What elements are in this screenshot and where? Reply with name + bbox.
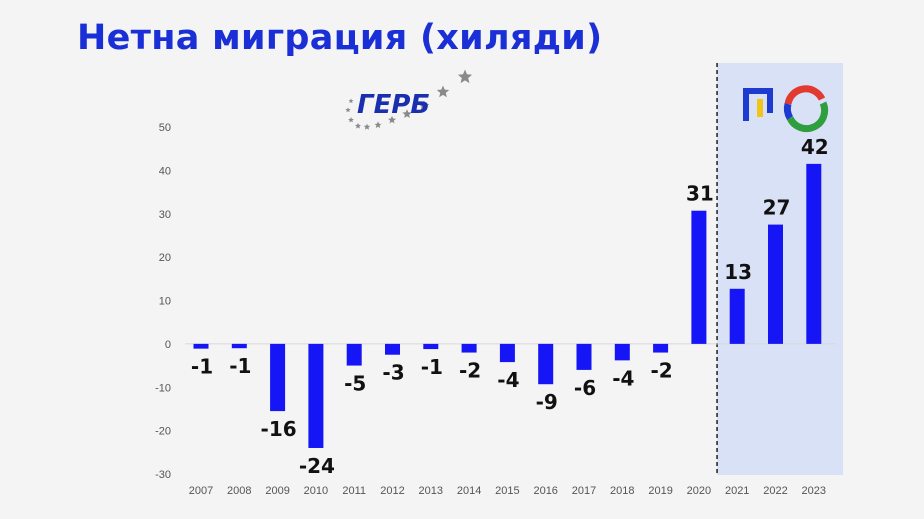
party-logo-left-text: ГЕРБ — [357, 90, 430, 120]
x-tick-label-2017: 2017 — [572, 485, 596, 497]
bar-2020 — [691, 210, 707, 344]
logo-yellow-mark — [757, 99, 763, 117]
y-tick-label: 20 — [159, 252, 171, 264]
star-icon — [388, 115, 396, 124]
data-label-2013: -1 — [421, 355, 443, 379]
star-icon — [348, 117, 354, 123]
party-logo-left: ГЕРБ — [345, 69, 473, 130]
data-label-2020: 31 — [686, 182, 714, 206]
bar-2023 — [806, 163, 822, 344]
y-tick-label: -30 — [155, 469, 171, 481]
y-tick-label: -20 — [155, 426, 171, 438]
y-tick-label: 30 — [159, 209, 171, 221]
star-icon — [418, 100, 430, 111]
star-icon — [355, 122, 361, 129]
x-tick-label-2007: 2007 — [189, 485, 213, 497]
bar-2010 — [308, 343, 324, 448]
x-tick-label-2023: 2023 — [802, 485, 826, 497]
data-label-2015: -4 — [497, 368, 519, 392]
bar-2013 — [423, 343, 439, 350]
bar-2009 — [270, 343, 286, 412]
x-tick-label-2011: 2011 — [342, 485, 366, 497]
party-logo-right — [743, 85, 829, 133]
data-label-2009: -16 — [261, 417, 297, 441]
bar-2017 — [576, 343, 592, 370]
data-label-2017: -6 — [574, 376, 596, 400]
bar-2007 — [193, 343, 209, 349]
x-tick-label-2016: 2016 — [533, 485, 557, 497]
data-label-2018: -4 — [612, 366, 634, 390]
x-tick-label-2014: 2014 — [457, 485, 481, 497]
y-tick-label: -10 — [155, 382, 171, 394]
data-labels-group: -1 -1 -16-24 -5 -3 -1 -2 -4 -9 -6 -4 -2 31 13 27 42 — [191, 135, 829, 478]
x-tick-label-2015: 2015 — [495, 485, 519, 497]
data-label-2010: -24 — [299, 454, 335, 478]
bar-2015 — [499, 343, 515, 363]
x-axis: 2007 2008 2009 2010 2011 2012 2013 2014 2015 2016… — [189, 485, 826, 497]
bar-2019 — [653, 343, 669, 353]
bar-2011 — [346, 343, 362, 366]
y-tick-label: 50 — [159, 122, 171, 134]
bar-2008 — [231, 343, 247, 349]
data-label-2012: -3 — [382, 361, 404, 385]
star-icon — [436, 85, 450, 98]
star-icon — [402, 109, 412, 118]
bars-group — [193, 163, 822, 448]
data-label-2011: -5 — [344, 372, 366, 396]
x-tick-label-2021: 2021 — [725, 485, 749, 497]
data-label-2023: 42 — [801, 135, 829, 159]
logo-letter-p-icon — [743, 88, 773, 121]
data-label-2014: -2 — [459, 359, 481, 383]
x-tick-label-2012: 2012 — [380, 485, 404, 497]
star-icon — [345, 107, 351, 113]
bar-2021 — [729, 288, 745, 344]
data-label-2008: -1 — [229, 354, 251, 378]
data-label-2022: 27 — [763, 196, 791, 220]
y-tick-label: 10 — [159, 296, 171, 308]
star-icon — [457, 69, 473, 84]
logo-circle-icon — [783, 85, 829, 133]
x-tick-label-2010: 2010 — [304, 485, 328, 497]
y-tick-label: 40 — [159, 165, 171, 177]
bar-2016 — [538, 343, 554, 385]
star-icon — [348, 98, 354, 104]
x-tick-label-2008: 2008 — [227, 485, 251, 497]
bar-2022 — [768, 224, 783, 344]
x-tick-label-2019: 2019 — [648, 485, 672, 497]
bar-2012 — [385, 343, 400, 355]
data-label-2007: -1 — [191, 355, 213, 379]
data-label-2019: -2 — [650, 359, 672, 383]
x-tick-label-2013: 2013 — [419, 485, 443, 497]
star-icon — [374, 121, 382, 128]
data-label-2021: 13 — [724, 260, 752, 284]
star-icon — [363, 123, 371, 130]
y-axis: 50 40 30 20 10 0 -10 -20 -30 — [155, 122, 171, 481]
bar-2018 — [614, 343, 630, 361]
y-tick-label: 0 — [165, 339, 171, 351]
x-tick-label-2018: 2018 — [610, 485, 634, 497]
data-label-2016: -9 — [536, 390, 558, 414]
stars-arc-icon — [345, 69, 473, 130]
x-tick-label-2009: 2009 — [265, 485, 289, 497]
x-tick-label-2022: 2022 — [763, 485, 787, 497]
chart-title: Нетна миграция (хиляди) — [77, 18, 603, 58]
x-tick-label-2020: 2020 — [687, 485, 711, 497]
bar-2014 — [461, 343, 477, 353]
